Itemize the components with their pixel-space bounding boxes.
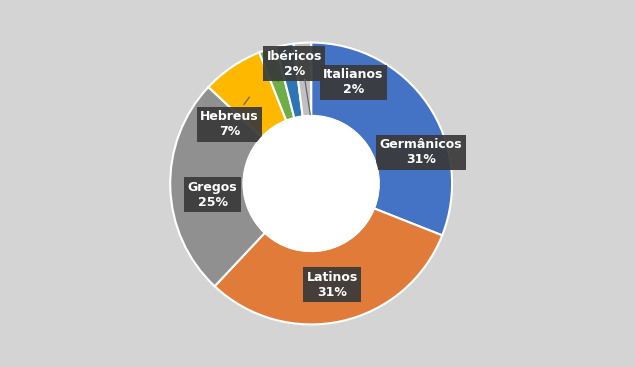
Text: Italianos
2%: Italianos 2% [323,68,384,96]
Wedge shape [311,43,452,235]
Wedge shape [276,44,303,118]
Text: Franceses
2%: Franceses 2% [283,79,354,181]
Text: Germânicos
31%: Germânicos 31% [380,138,462,167]
Wedge shape [208,52,286,137]
Text: Latinos
31%: Latinos 31% [307,271,358,299]
Wedge shape [293,43,311,116]
Text: Ibéricos
2%: Ibéricos 2% [267,50,322,81]
Text: Hebreus
7%: Hebreus 7% [200,97,258,138]
Circle shape [243,116,379,251]
Wedge shape [170,87,265,286]
Text: Gregos
25%: Gregos 25% [188,181,237,209]
Wedge shape [215,208,442,324]
Wedge shape [259,47,295,121]
